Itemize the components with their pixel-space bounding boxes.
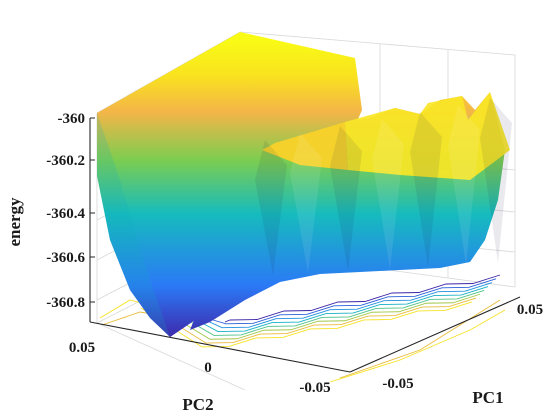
x-tick-labels: -0.05 0.05 <box>382 302 543 392</box>
contour-line <box>212 278 497 325</box>
contour-line <box>188 286 489 333</box>
x-tick-label: 0.05 <box>517 302 543 318</box>
ripple-facet <box>448 105 480 265</box>
ripple-facet <box>480 98 512 263</box>
contour-line <box>176 289 485 336</box>
z-tick-label: -360 <box>58 111 86 127</box>
z-tick-label: -360.6 <box>46 250 85 266</box>
z-tick-label: -360.4 <box>46 206 85 222</box>
contour-line <box>200 282 493 329</box>
ripple-facet <box>290 133 322 273</box>
contour-line <box>164 293 481 340</box>
z-tick-label: -360.8 <box>46 295 85 311</box>
x-tick-label: -0.05 <box>382 376 413 392</box>
y-tick-label: 0.05 <box>69 340 95 356</box>
energy-surface <box>97 32 512 337</box>
contour-line <box>329 309 506 383</box>
axes <box>89 118 521 373</box>
z-axis-label: energy <box>5 197 24 247</box>
z-tick-labels: -360 -360.2 -360.4 -360.6 -360.8 <box>46 111 95 311</box>
contour-line <box>152 297 477 344</box>
ripple-facet <box>330 126 362 271</box>
contour-line <box>140 301 473 348</box>
y-tick-labels: 0.05 0 -0.05 <box>69 340 331 396</box>
ripple-facet <box>255 140 287 275</box>
contour-line <box>224 274 501 323</box>
z-tick-label: -360.2 <box>46 153 85 169</box>
x-axis-label: PC1 <box>472 388 503 407</box>
y-tick-label: -0.05 <box>299 380 330 396</box>
ripple-facet <box>372 119 404 269</box>
y-tick-label: 0 <box>204 360 212 376</box>
y-axis-label: PC2 <box>182 395 213 414</box>
contour-line <box>339 299 501 379</box>
ripple-facet <box>410 112 442 267</box>
